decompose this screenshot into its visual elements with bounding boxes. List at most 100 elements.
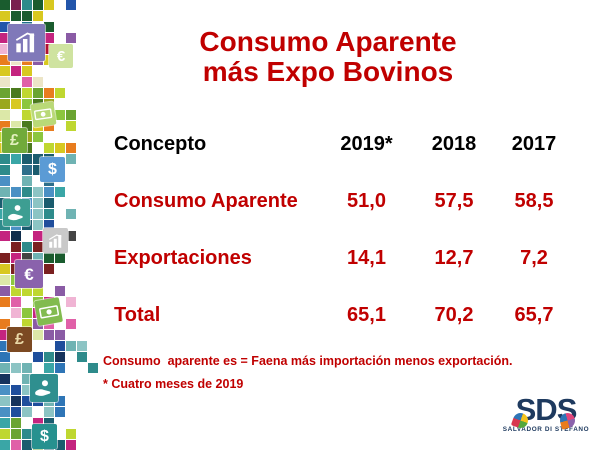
mosaic-cell xyxy=(0,11,10,21)
mosaic-cell xyxy=(0,429,10,439)
mosaic-cell xyxy=(0,330,10,340)
mosaic-cell xyxy=(22,0,32,10)
mosaic-cell xyxy=(0,341,10,351)
mosaic-cell xyxy=(66,209,76,219)
mosaic-cell xyxy=(44,121,54,131)
mosaic-cell xyxy=(44,209,54,219)
mosaic-cell xyxy=(44,198,54,208)
dollar-icon: $ xyxy=(32,424,57,449)
sds-logo-name: SALVADOR DI STEFANO xyxy=(502,426,590,433)
mosaic-cell xyxy=(33,352,43,362)
mosaic-cell xyxy=(0,396,10,406)
mosaic-cell xyxy=(11,121,21,131)
mosaic-cell xyxy=(22,110,32,120)
mosaic-cell xyxy=(66,33,76,43)
mosaic-cell xyxy=(0,165,10,175)
hand-coin-icon xyxy=(3,199,30,226)
mosaic-cell xyxy=(66,110,76,120)
cell-consumo-2019: 51,0 xyxy=(347,190,386,212)
mosaic-cell xyxy=(44,22,54,32)
banknote-icon xyxy=(30,101,57,128)
mosaic-cell xyxy=(44,363,54,373)
mosaic-cell xyxy=(66,319,76,329)
mosaic-cell xyxy=(11,407,21,417)
mosaic-cell xyxy=(33,187,43,197)
mosaic-cell xyxy=(0,440,10,450)
mosaic-cell xyxy=(22,242,32,252)
mosaic-cell xyxy=(55,253,65,263)
mosaic-cell xyxy=(11,297,21,307)
mosaic-cell xyxy=(0,44,10,54)
mosaic-cell xyxy=(22,143,32,153)
mosaic-cell xyxy=(11,187,21,197)
table-row: Total 65,1 70,2 65,7 xyxy=(114,304,574,327)
mosaic-cell xyxy=(22,253,32,263)
mosaic-cell xyxy=(0,231,10,241)
mosaic-cell xyxy=(11,154,21,164)
mosaic-cell xyxy=(11,11,21,21)
mosaic-cell xyxy=(55,396,65,406)
mosaic-cell xyxy=(22,99,32,109)
mosaic-cell xyxy=(33,154,43,164)
mosaic-cell xyxy=(66,440,76,450)
mosaic-cell xyxy=(55,352,65,362)
mosaic-cell xyxy=(22,132,32,142)
pound-icon: £ xyxy=(2,128,27,153)
page-title-line1: Consumo Aparente xyxy=(199,26,457,57)
column-header-2017: 2017 xyxy=(511,133,557,155)
mosaic-cell xyxy=(66,429,76,439)
mosaic-cell xyxy=(0,286,10,296)
mosaic-cell xyxy=(11,396,21,406)
mosaic-cell xyxy=(88,363,98,373)
cell-total-2019: 65,1 xyxy=(347,304,386,326)
table-row: Exportaciones 14,1 12,7 7,2 xyxy=(114,247,574,270)
mosaic-cell xyxy=(22,429,32,439)
mosaic-cell xyxy=(22,385,32,395)
mosaic-cell xyxy=(33,209,43,219)
mosaic-cell xyxy=(44,0,54,10)
row-label-consumo-aparente: Consumo Aparente xyxy=(114,190,298,212)
mosaic-cell xyxy=(0,352,10,362)
mosaic-cell xyxy=(22,88,32,98)
mosaic-cell xyxy=(55,286,65,296)
banknote-icon xyxy=(34,297,63,326)
mosaic-cell xyxy=(66,0,76,10)
mosaic-cell xyxy=(11,0,21,10)
mosaic: € £ $ € £ $ xyxy=(0,0,100,450)
mosaic-cell xyxy=(66,231,76,241)
euro-glyph: € xyxy=(56,47,66,65)
mosaic-cell xyxy=(22,363,32,373)
mosaic-cell xyxy=(22,11,32,21)
mosaic-cell xyxy=(55,88,65,98)
bar-chart-icon xyxy=(43,228,68,253)
mosaic-cell xyxy=(44,330,54,340)
cell-total-2018: 70,2 xyxy=(434,304,474,326)
mosaic-cell xyxy=(22,308,32,318)
mosaic-cell xyxy=(0,33,10,43)
mosaic-cell xyxy=(0,22,10,32)
mosaic-cell xyxy=(33,0,43,10)
mosaic-cell xyxy=(11,88,21,98)
page-title-line2: más Expo Bovinos xyxy=(202,56,454,87)
cell-expo-2017: 7,2 xyxy=(520,247,548,269)
mosaic-cell xyxy=(22,165,32,175)
mosaic-cell xyxy=(33,242,43,252)
mosaic-cell xyxy=(0,110,10,120)
mosaic-cell xyxy=(66,143,76,153)
mosaic-cell xyxy=(55,363,65,373)
mosaic-cell xyxy=(44,418,54,428)
pound-icon: £ xyxy=(7,327,32,352)
dollar-icon: $ xyxy=(40,157,65,182)
footnote-definition: Consumo aparente es = Faena más importac… xyxy=(103,354,513,368)
mosaic-cell xyxy=(55,330,65,340)
table-header-row: Concepto 2019* 2018 2017 xyxy=(114,133,574,156)
mosaic-cell xyxy=(55,143,65,153)
mosaic-cell xyxy=(11,440,21,450)
mosaic-cell xyxy=(0,88,10,98)
mosaic-cell xyxy=(0,275,10,285)
mosaic-cell xyxy=(11,99,21,109)
mosaic-cell xyxy=(11,66,21,76)
mosaic-cell xyxy=(33,418,43,428)
mosaic-cell xyxy=(0,99,10,109)
